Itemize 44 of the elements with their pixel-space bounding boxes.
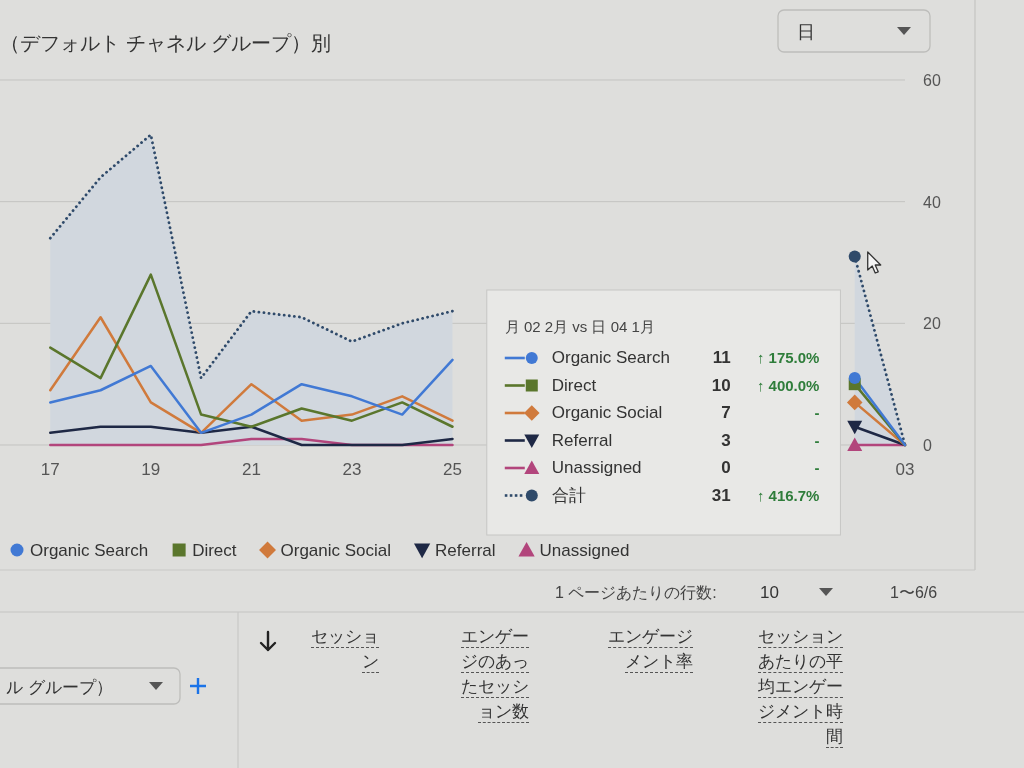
annotation: 7 (721, 403, 731, 422)
chart-title: （デフォルト チャネル グループ）別 (0, 32, 332, 54)
y-tick-label: 40 (923, 193, 941, 211)
text: 1 ページあたりの行数: (555, 584, 717, 601)
legend-label: 合計 (551, 485, 586, 505)
annotation: 月 02 2月 vs 日 04 1月 (504, 318, 655, 335)
y-tick-label: 20 (923, 315, 941, 333)
text: 10 (760, 583, 779, 602)
annotation: ↑ 400.0% (756, 376, 820, 394)
text: ↑ 416.7% (756, 486, 820, 504)
x-tick-label: 03 (895, 460, 915, 479)
x-tick-label: 19 (141, 460, 161, 479)
legend-label: Organic Social (551, 403, 663, 422)
annotation: 3 (721, 430, 731, 450)
annotation: - (814, 431, 820, 449)
x-tick-label: 21 (241, 460, 261, 479)
text: - (814, 459, 820, 476)
select-granularity: 日 (777, 9, 931, 53)
x-tick-label: 17 (40, 460, 60, 479)
text: 31 (711, 485, 731, 505)
legend-item: Referral (413, 541, 496, 560)
y-tick-label: 0 (923, 437, 932, 454)
x-tick-label: 25 (443, 460, 462, 479)
legend-item: Organic Social (259, 541, 392, 560)
legend-item: Unassigned (518, 541, 630, 560)
text: エンゲージメント率 (608, 627, 693, 673)
y-tick-label: 60 (923, 72, 941, 89)
annotation: ↑ 175.0% (756, 349, 820, 366)
select-dimension: ル グループ） (0, 667, 181, 705)
text: 0 (721, 458, 731, 477)
x-tick-label: 23 (342, 460, 362, 479)
text: 1〜6/6 (890, 584, 938, 601)
legend-label: Direct (551, 375, 597, 395)
text: セッション (311, 627, 379, 673)
text: エンゲージのあったセッション数 (461, 627, 529, 723)
legend-item: Direct (172, 541, 237, 560)
text: セッションあたりの平均エンゲージメント時間 (758, 627, 843, 748)
legend-label: Organic Search (551, 348, 670, 367)
annotation: 10 (711, 375, 731, 395)
annotation: 11 (712, 348, 731, 367)
legend-label: Referral (551, 430, 613, 450)
legend-item: Organic Search (10, 541, 149, 560)
annotation: - (814, 404, 820, 421)
legend-label: Unassigned (551, 458, 642, 477)
